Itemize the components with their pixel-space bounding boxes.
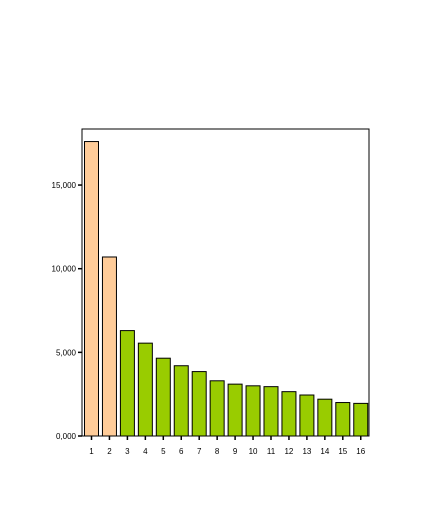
x-tick-label: 1: [89, 447, 94, 456]
x-tick-label: 10: [249, 447, 258, 456]
bar-8: [209, 380, 225, 437]
bar-6: [173, 365, 189, 437]
bar-13: [299, 394, 315, 437]
bar-12: [281, 391, 297, 437]
bar-11: [263, 386, 279, 437]
x-tick-label: 6: [179, 447, 184, 456]
x-tick-label: 15: [338, 447, 347, 456]
y-axis: 0,000 5,000 10,000 15,000: [52, 181, 82, 441]
x-tick-label: 14: [320, 447, 329, 456]
x-tick-label: 11: [267, 447, 276, 456]
y-tick-label: 5,000: [56, 348, 77, 357]
bar-10: [245, 385, 261, 437]
x-tick-label: 2: [107, 447, 112, 456]
bar-9: [227, 383, 243, 437]
x-tick-label: 8: [215, 447, 220, 456]
x-axis: 1 2 3 4 5 6 7 8 9 10 11 12 13 14 15 16: [89, 436, 366, 456]
x-tick-label: 9: [233, 447, 238, 456]
x-tick-label: 12: [284, 447, 293, 456]
x-tick-label: 7: [197, 447, 202, 456]
x-tick-label: 13: [302, 447, 311, 456]
x-tick-label: 3: [125, 447, 130, 456]
bar-1: [84, 141, 99, 437]
y-tick-label: 10,000: [52, 265, 77, 274]
bar-15: [335, 402, 351, 437]
x-tick-label: 16: [356, 447, 365, 456]
y-tick-label: 15,000: [52, 181, 77, 190]
y-tick-label: 0,000: [56, 432, 77, 441]
bar-4: [137, 342, 153, 437]
bar-5: [155, 357, 171, 437]
bar-7: [191, 371, 207, 437]
bar-3: [119, 330, 135, 437]
x-tick-label: 4: [143, 447, 148, 456]
bar-2: [101, 256, 117, 437]
bar-14: [317, 398, 333, 437]
bars-group: [84, 141, 369, 437]
bar-16: [353, 402, 369, 437]
x-tick-label: 5: [161, 447, 166, 456]
